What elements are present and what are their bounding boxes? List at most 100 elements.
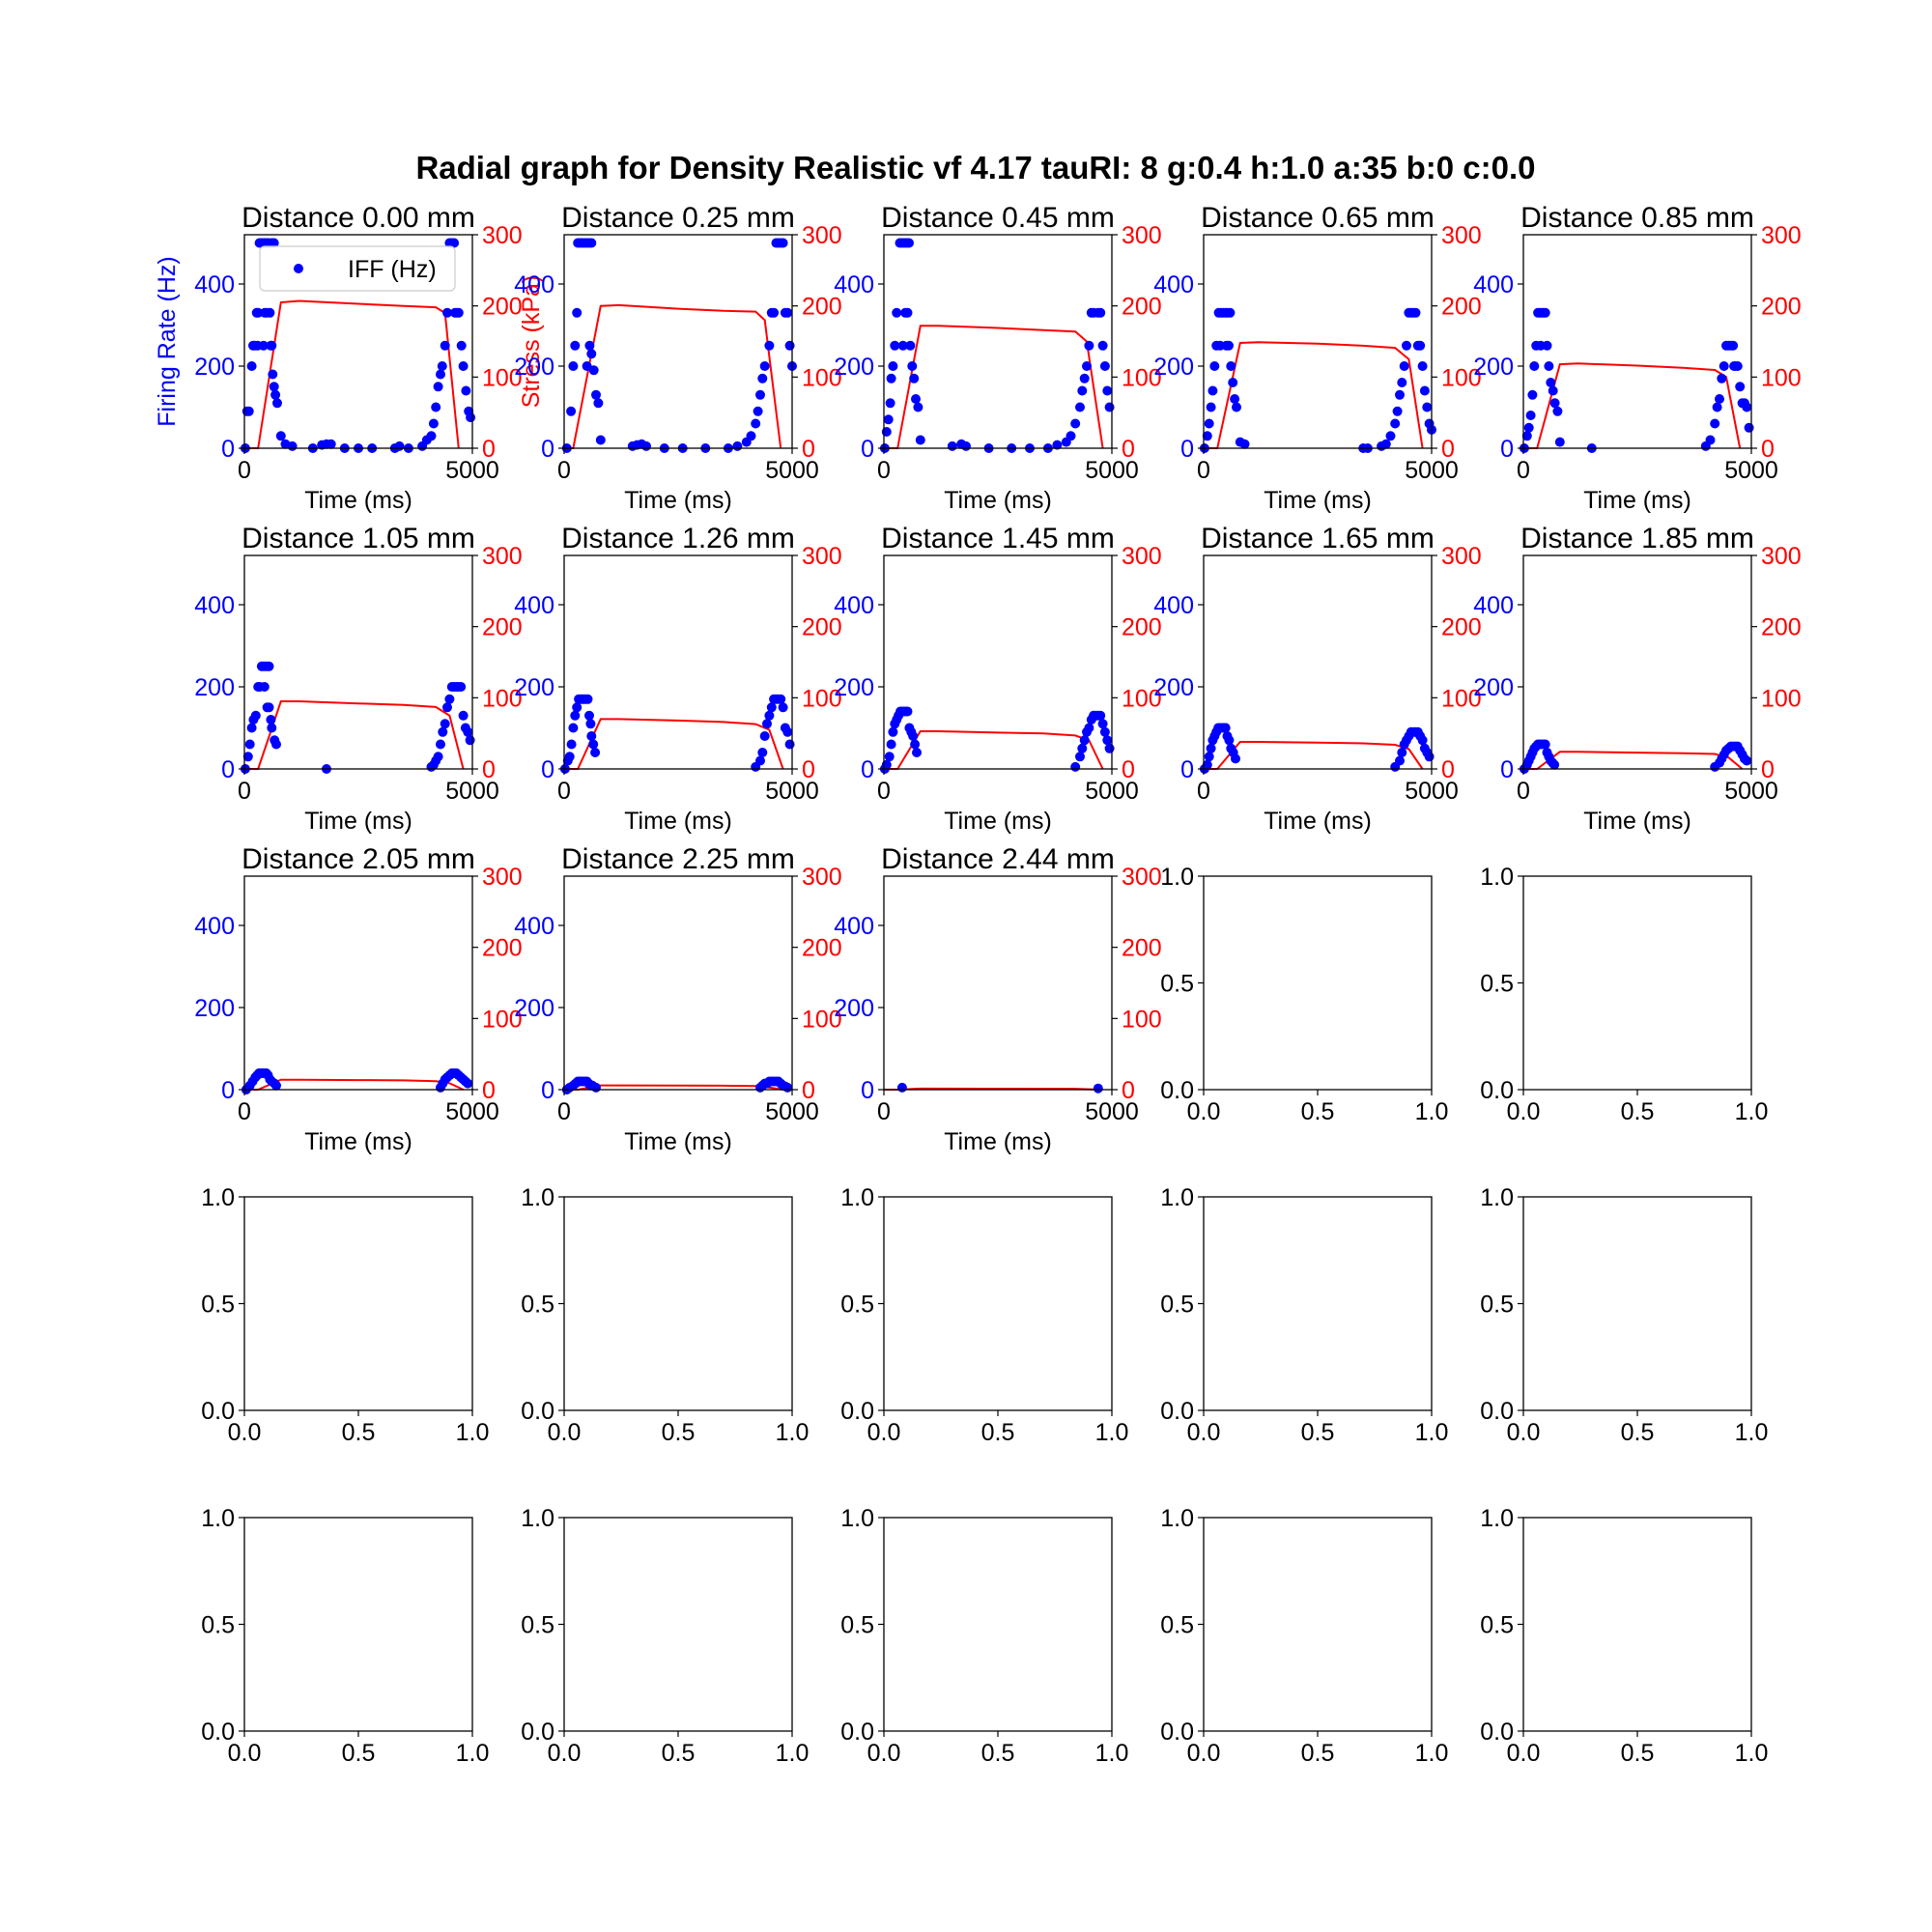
- iff-point: [1715, 394, 1724, 404]
- x-axis-label: Time (ms): [1583, 487, 1691, 514]
- subplot-title: Distance 0.00 mm: [242, 202, 475, 234]
- iff-point: [570, 710, 581, 721]
- x-tick-label: 0: [1197, 457, 1210, 484]
- y-left-tick-label: 200: [1153, 354, 1194, 381]
- iff-point: [270, 389, 281, 400]
- y-tick-label: 0.5: [1480, 1612, 1514, 1639]
- subplot-4: Distance 0.65 mm0 500002004000100200300Ti…: [1153, 202, 1481, 514]
- iff-point: [265, 307, 275, 318]
- x-tick-label: 0: [557, 778, 571, 805]
- iff-point: [1104, 743, 1115, 753]
- subplot-title: Distance 1.26 mm: [561, 523, 795, 554]
- y-right-tick-label: 0: [1122, 756, 1135, 783]
- y-right-tick-label: 0: [482, 1077, 496, 1104]
- y-tick-label: 1.0: [1480, 1505, 1514, 1532]
- y-right-tick-label: 200: [802, 614, 842, 641]
- iff-point: [1399, 361, 1409, 371]
- iff-point: [1540, 307, 1550, 318]
- iff-point: [1232, 402, 1241, 412]
- iff-point: [746, 431, 756, 441]
- subplot-14: 0.0 0.5 1.0 0.0 0.5 1.0: [1160, 864, 1448, 1125]
- iff-point: [570, 340, 581, 351]
- x-axis-label: Time (ms): [624, 808, 732, 835]
- iff-point: [961, 440, 971, 451]
- iff-point: [438, 726, 448, 737]
- y-left-tick-label: 0: [1180, 756, 1194, 783]
- x-axis-label: Time (ms): [304, 487, 412, 514]
- iff-point: [1554, 437, 1565, 447]
- iff-point: [250, 710, 261, 721]
- x-tick-label: 0: [238, 778, 251, 805]
- x-tick-label: 1.0: [1735, 1740, 1769, 1767]
- y-left-tick-label: 200: [834, 674, 874, 701]
- iff-point: [947, 440, 957, 451]
- iff-point: [1415, 340, 1426, 351]
- x-tick-label: 5000: [765, 457, 819, 484]
- subplot-title: Distance 1.05 mm: [242, 523, 475, 554]
- iff-point: [1395, 389, 1405, 400]
- y-left-tick-label: 400: [1153, 271, 1194, 298]
- iff-point: [436, 739, 445, 750]
- y-right-tick-label: 0: [802, 436, 815, 463]
- subplot-20: 0.0 0.5 1.0 0.0 0.5 1.0: [1480, 1184, 1768, 1446]
- iff-point: [1710, 418, 1720, 429]
- iff-point: [585, 719, 596, 729]
- subplot-8: Distance 1.45 mm0 500002004000100200300Ti…: [834, 523, 1161, 835]
- iff-point: [466, 412, 476, 423]
- iff-point: [1544, 361, 1554, 371]
- iff-point: [884, 752, 895, 762]
- y-tick-label: 0.5: [521, 1292, 554, 1319]
- y-tick-label: 0.0: [840, 1398, 874, 1425]
- subplot-6: Distance 1.05 mm0 500002004000100200300Ti…: [194, 523, 522, 835]
- subplot-11: Distance 2.05 mm0 500002004000100200300Ti…: [194, 843, 522, 1155]
- y-right-tick-label: 0: [802, 1077, 815, 1104]
- iff-point: [449, 238, 460, 248]
- iff-point: [759, 361, 770, 371]
- y-right-tick-label: 200: [802, 935, 842, 962]
- iff-point: [1549, 759, 1560, 770]
- iff-point: [885, 398, 895, 409]
- iff-point: [888, 726, 898, 737]
- iff-point: [881, 427, 892, 437]
- axes-frame: [563, 1517, 793, 1732]
- y-left-tick-label: 0: [861, 1077, 874, 1104]
- x-axis-label: Time (ms): [624, 487, 732, 514]
- y-tick-label: 1.0: [840, 1505, 874, 1532]
- x-tick-label: 0.5: [1301, 1740, 1335, 1767]
- iff-point: [1385, 431, 1396, 441]
- y-left-tick-label: 0: [221, 436, 235, 463]
- y-tick-label: 0.0: [1480, 1398, 1514, 1425]
- stress-line: [244, 299, 460, 449]
- y-left-tick-label: 400: [1153, 592, 1194, 619]
- iff-point: [1735, 382, 1746, 392]
- iff-point: [590, 748, 601, 757]
- iff-point: [1552, 406, 1563, 416]
- iff-point: [1065, 431, 1076, 441]
- y-left-tick-label: 0: [221, 756, 235, 783]
- iff-point: [1417, 361, 1428, 371]
- iff-point: [1075, 402, 1085, 412]
- subplot-24: 0.0 0.5 1.0 0.0 0.5 1.0: [1160, 1505, 1448, 1767]
- iff-point: [902, 706, 913, 717]
- iff-point: [1548, 385, 1558, 396]
- iff-point: [1070, 418, 1081, 429]
- iff-point: [909, 373, 920, 384]
- iff-point: [912, 748, 922, 757]
- y-tick-label: 1.0: [840, 1184, 874, 1211]
- y-right-tick-label: 200: [802, 294, 842, 321]
- x-tick-label: 0: [1197, 778, 1210, 805]
- stress-line: [884, 325, 1104, 449]
- y-tick-label: 0.5: [1160, 971, 1194, 998]
- subplot-9: Distance 1.65 mm0 500002004000100200300Ti…: [1153, 523, 1481, 835]
- x-tick-label: 0.5: [1621, 1419, 1655, 1446]
- iff-point: [1224, 735, 1235, 746]
- x-tick-label: 0: [1517, 778, 1530, 805]
- iff-point: [1102, 385, 1113, 396]
- iff-point: [1228, 378, 1238, 387]
- iff-point: [1410, 307, 1421, 318]
- iff-point: [1079, 373, 1090, 384]
- subplot-10: Distance 1.85 mm0 500002004000100200300Ti…: [1473, 523, 1801, 835]
- x-tick-label: 0.5: [662, 1740, 696, 1767]
- iff-point: [572, 702, 582, 713]
- iff-point: [584, 340, 595, 351]
